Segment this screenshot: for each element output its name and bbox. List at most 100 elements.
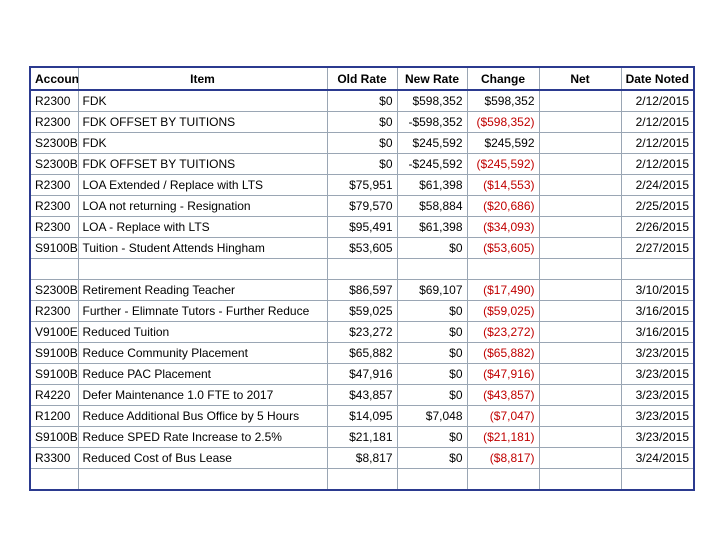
- account-cell: V9100E: [29, 321, 79, 343]
- change-cell: ($8,817): [466, 447, 540, 469]
- net-cell: [538, 300, 622, 322]
- change-cell: ($59,025): [466, 300, 540, 322]
- table-row: R2300 LOA not returning - Resignation $79,…: [29, 195, 695, 217]
- date-noted-cell: [620, 468, 695, 491]
- net-cell: [538, 447, 622, 469]
- old-rate-cell: $14,095: [326, 405, 398, 427]
- new-rate-cell: $61,398: [396, 174, 468, 196]
- table-row: S2300B Retirement Reading Teacher $86,597 $…: [29, 279, 695, 301]
- date-noted-cell: 3/23/2015: [620, 342, 695, 364]
- account-cell: [29, 258, 79, 280]
- change-cell: ($245,592): [466, 153, 540, 175]
- old-rate-cell: [326, 468, 398, 491]
- net-cell: [538, 89, 622, 112]
- date-noted-cell: 3/16/2015: [620, 321, 695, 343]
- date-noted-cell: 3/23/2015: [620, 363, 695, 385]
- date-noted-cell: 2/26/2015: [620, 216, 695, 238]
- net-cell: [538, 279, 622, 301]
- item-cell: Reduced Cost of Bus Lease: [77, 447, 328, 469]
- old-rate-cell: $43,857: [326, 384, 398, 406]
- column-header-item: Item: [77, 66, 328, 91]
- table-row: S9100B Reduce SPED Rate Increase to 2.5% $…: [29, 426, 695, 448]
- item-cell: FDK OFFSET BY TUITIONS: [77, 153, 328, 175]
- new-rate-cell: $598,352: [396, 89, 468, 112]
- old-rate-cell: $53,605: [326, 237, 398, 259]
- change-cell: ($598,352): [466, 111, 540, 133]
- column-header-change: Change: [466, 66, 540, 91]
- new-rate-cell: $61,398: [396, 216, 468, 238]
- date-noted-cell: 3/23/2015: [620, 384, 695, 406]
- date-noted-cell: 3/23/2015: [620, 426, 695, 448]
- header-row: Account Item Old Rate New Rate Change Ne…: [29, 66, 695, 91]
- net-cell: [538, 111, 622, 133]
- date-noted-cell: 2/12/2015: [620, 111, 695, 133]
- account-cell: R2300: [29, 89, 79, 112]
- table-body: R2300 FDK $0 $598,352 $598,352 2/12/2015 R2300…: [29, 89, 695, 491]
- column-header-old-rate: Old Rate: [326, 66, 398, 91]
- item-cell: Defer Maintenance 1.0 FTE to 2017: [77, 384, 328, 406]
- change-cell: ($23,272): [466, 321, 540, 343]
- new-rate-cell: $0: [396, 447, 468, 469]
- net-cell: [538, 405, 622, 427]
- item-cell: FDK OFFSET BY TUITIONS: [77, 111, 328, 133]
- date-noted-cell: 2/27/2015: [620, 237, 695, 259]
- table-row: R2300 Further - Elimnate Tutors - Further…: [29, 300, 695, 322]
- new-rate-cell: -$598,352: [396, 111, 468, 133]
- table-row: S9100B Reduce PAC Placement $47,916 $0 ($47,…: [29, 363, 695, 385]
- table-row: R2300 LOA Extended / Replace with LTS $75,…: [29, 174, 695, 196]
- new-rate-cell: $0: [396, 300, 468, 322]
- change-cell: ($53,605): [466, 237, 540, 259]
- blank-row: [29, 258, 695, 280]
- item-cell: Reduce SPED Rate Increase to 2.5%: [77, 426, 328, 448]
- account-cell: [29, 468, 79, 491]
- table-row: S2300B FDK OFFSET BY TUITIONS $0 -$245,592(…: [29, 153, 695, 175]
- account-cell: S9100B: [29, 363, 79, 385]
- account-cell: R2300: [29, 174, 79, 196]
- date-noted-cell: 3/23/2015: [620, 405, 695, 427]
- date-noted-cell: 3/24/2015: [620, 447, 695, 469]
- old-rate-cell: $79,570: [326, 195, 398, 217]
- change-cell: ($65,882): [466, 342, 540, 364]
- blank-row: [29, 468, 695, 491]
- old-rate-cell: $0: [326, 132, 398, 154]
- account-cell: R1200: [29, 405, 79, 427]
- change-cell: [466, 468, 540, 491]
- item-cell: [77, 468, 328, 491]
- date-noted-cell: 2/24/2015: [620, 174, 695, 196]
- table-row: R2300 LOA - Replace with LTS $95,491 $61,39…: [29, 216, 695, 238]
- column-header-new-rate: New Rate: [396, 66, 468, 91]
- new-rate-cell: $245,592: [396, 132, 468, 154]
- net-cell: [538, 363, 622, 385]
- old-rate-cell: $0: [326, 89, 398, 112]
- new-rate-cell: $7,048: [396, 405, 468, 427]
- net-cell: [538, 468, 622, 491]
- old-rate-cell: $23,272: [326, 321, 398, 343]
- net-cell: [538, 384, 622, 406]
- change-cell: $598,352: [466, 89, 540, 112]
- date-noted-cell: 3/16/2015: [620, 300, 695, 322]
- item-cell: LOA Extended / Replace with LTS: [77, 174, 328, 196]
- date-noted-cell: 2/12/2015: [620, 89, 695, 112]
- table-row: S9100B Tuition - Student Attends Hingham $…: [29, 237, 695, 259]
- table-row: S2300B FDK $0 $245,592 $245,592 2/12/2015: [29, 132, 695, 154]
- account-cell: S2300B: [29, 279, 79, 301]
- old-rate-cell: $0: [326, 111, 398, 133]
- new-rate-cell: -$245,592: [396, 153, 468, 175]
- table-row: R4220 Defer Maintenance 1.0 FTE to 2017 $4…: [29, 384, 695, 406]
- new-rate-cell: $0: [396, 321, 468, 343]
- item-cell: Reduce Additional Bus Office by 5 Hours: [77, 405, 328, 427]
- column-header-account: Account: [29, 66, 79, 91]
- change-cell: ($17,490): [466, 279, 540, 301]
- account-cell: R2300: [29, 300, 79, 322]
- new-rate-cell: $0: [396, 384, 468, 406]
- item-cell: Retirement Reading Teacher: [77, 279, 328, 301]
- net-cell: [538, 195, 622, 217]
- new-rate-cell: $69,107: [396, 279, 468, 301]
- account-cell: R4220: [29, 384, 79, 406]
- item-cell: LOA not returning - Resignation: [77, 195, 328, 217]
- change-cell: ($43,857): [466, 384, 540, 406]
- new-rate-cell: $0: [396, 363, 468, 385]
- table-header: Account Item Old Rate New Rate Change Ne…: [29, 66, 695, 91]
- net-cell: [538, 426, 622, 448]
- date-noted-cell: 2/25/2015: [620, 195, 695, 217]
